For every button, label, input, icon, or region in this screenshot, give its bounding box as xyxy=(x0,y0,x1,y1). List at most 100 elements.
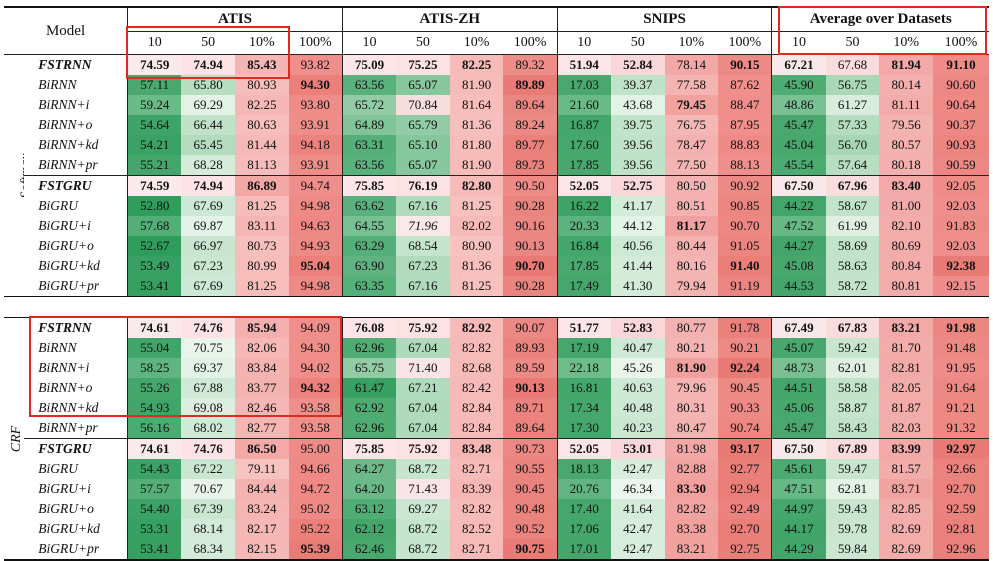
score-cell: 80.99 xyxy=(234,256,289,276)
score-cell: 59.84 xyxy=(825,539,880,560)
score-cell: 17.01 xyxy=(556,539,611,560)
score-cell: 67.69 xyxy=(181,276,235,297)
score-cell: 81.13 xyxy=(234,155,289,176)
score-cell: 68.72 xyxy=(396,539,450,560)
subcolumn-header: 50 xyxy=(415,35,430,50)
score-cell: 89.59 xyxy=(503,358,558,378)
score-cell: 81.17 xyxy=(664,216,719,236)
score-cell: 79.94 xyxy=(664,276,719,297)
score-cell: 52.67 xyxy=(127,236,182,256)
score-cell: 81.98 xyxy=(664,438,719,459)
subcolumn-header: 10 xyxy=(771,31,826,55)
score-cell: 58.67 xyxy=(825,196,880,216)
score-cell: 91.32 xyxy=(933,418,989,439)
score-cell: 68.72 xyxy=(396,459,450,479)
score-cell: 16.22 xyxy=(556,196,611,216)
results-table: Model ATIS ATIS-ZH SNIPS Average over Da… xyxy=(4,6,989,561)
score-cell: 90.52 xyxy=(503,519,558,539)
subcolumn-header: 10% xyxy=(678,35,705,50)
score-cell: 90.75 xyxy=(503,539,558,560)
score-cell: 68.28 xyxy=(181,155,235,176)
score-cell: 95.04 xyxy=(288,256,343,276)
results-body: Softmax FSTRNN 74.59 74.94 85.43 93.82 75.09 75… xyxy=(4,54,989,560)
score-cell: 81.57 xyxy=(879,459,933,479)
score-cell: 81.90 xyxy=(449,155,504,176)
subcolumn-header: 10% xyxy=(463,35,490,50)
score-cell: 59.47 xyxy=(825,459,880,479)
model-name: BiRNN+kd xyxy=(24,398,129,418)
score-cell: 41.64 xyxy=(610,499,665,519)
model-name: BiRNN+o xyxy=(24,378,129,398)
score-cell: 44.97 xyxy=(771,499,826,519)
score-cell: 94.30 xyxy=(288,338,343,358)
subcolumn-header: 10 xyxy=(556,31,611,55)
score-cell: 61.27 xyxy=(825,95,880,115)
table-row: BiRNN 55.04 70.75 82.06 94.30 62.96 67.04 82.82… xyxy=(4,338,989,358)
score-cell: 75.09 xyxy=(341,54,397,75)
score-cell: 84.44 xyxy=(234,479,289,499)
score-cell: 43.68 xyxy=(610,95,665,115)
score-cell: 92.97 xyxy=(933,438,989,459)
score-cell: 80.31 xyxy=(664,398,719,418)
score-cell: 81.11 xyxy=(879,95,933,115)
score-cell: 46.34 xyxy=(610,479,665,499)
score-cell: 75.85 xyxy=(341,438,397,459)
score-cell: 92.05 xyxy=(933,175,989,196)
score-cell: 17.06 xyxy=(556,519,611,539)
model-name: BiGRU+o xyxy=(24,499,129,519)
score-cell: 90.74 xyxy=(718,418,772,439)
score-cell: 64.27 xyxy=(341,459,397,479)
score-cell: 94.02 xyxy=(288,358,343,378)
score-cell: 45.47 xyxy=(771,115,826,135)
table-row: BiRNN+i 58.25 69.37 83.84 94.02 65.75 71.40 82.… xyxy=(4,358,989,378)
score-cell: 62.96 xyxy=(341,418,397,439)
table-row: BiGRU+pr 53.41 67.69 81.25 94.98 63.35 67.16 81… xyxy=(4,276,989,297)
score-cell: 83.21 xyxy=(664,539,719,560)
score-cell: 45.26 xyxy=(610,358,665,378)
score-cell: 21.60 xyxy=(556,95,611,115)
score-cell: 91.98 xyxy=(933,317,989,338)
score-cell: 68.14 xyxy=(181,519,235,539)
score-cell: 45.07 xyxy=(771,338,826,358)
score-cell: 82.84 xyxy=(449,418,504,439)
score-cell: 90.50 xyxy=(503,175,558,196)
score-cell: 67.04 xyxy=(396,398,450,418)
score-cell: 95.22 xyxy=(288,519,343,539)
score-cell: 44.17 xyxy=(771,519,826,539)
section-label: Softmax xyxy=(4,55,25,297)
score-cell: 67.23 xyxy=(396,256,450,276)
model-name: BiGRU xyxy=(24,459,129,479)
score-cell: 71.43 xyxy=(396,479,450,499)
score-cell: 17.49 xyxy=(556,276,611,297)
subcolumn-header-row: 10 50 10% 100% 10 50 10% 100% 10 50 10% 100% 10 50 10%… xyxy=(4,31,989,55)
score-cell: 58.87 xyxy=(825,398,880,418)
table-row: BiRNN+kd 54.93 69.08 82.46 93.58 62.92 67.04 82… xyxy=(4,398,989,418)
score-cell: 42.47 xyxy=(610,539,665,560)
score-cell: 39.75 xyxy=(610,115,665,135)
score-cell: 53.41 xyxy=(127,539,182,560)
score-cell: 53.41 xyxy=(127,276,182,297)
score-cell: 62.12 xyxy=(341,519,397,539)
subcolumn-header: 10 xyxy=(147,35,162,50)
score-cell: 16.87 xyxy=(556,115,611,135)
score-cell: 65.10 xyxy=(396,135,450,155)
score-cell: 91.95 xyxy=(933,358,989,378)
score-cell: 67.39 xyxy=(181,499,235,519)
score-cell: 90.28 xyxy=(503,276,558,297)
score-cell: 92.49 xyxy=(718,499,772,519)
score-cell: 54.64 xyxy=(127,115,182,135)
score-cell: 67.21 xyxy=(396,378,450,398)
score-cell: 62.01 xyxy=(825,358,880,378)
score-cell: 90.33 xyxy=(718,398,772,418)
model-name: BiRNN+i xyxy=(24,358,129,378)
score-cell: 82.15 xyxy=(234,539,289,560)
score-cell: 55.04 xyxy=(127,338,182,358)
score-cell: 89.64 xyxy=(503,95,558,115)
table-row: FSTGRU 74.61 74.76 86.50 95.00 75.85 75.92 83.4… xyxy=(4,438,989,459)
table-row: CRF FSTRNN 74.61 74.76 85.94 94.09 76.08 75.92 8… xyxy=(4,317,989,452)
score-cell: 91.83 xyxy=(933,216,989,236)
score-cell: 17.03 xyxy=(556,75,611,95)
score-cell: 67.69 xyxy=(181,196,235,216)
score-cell: 90.07 xyxy=(503,317,558,338)
subcolumn-header: 50 xyxy=(845,35,860,50)
